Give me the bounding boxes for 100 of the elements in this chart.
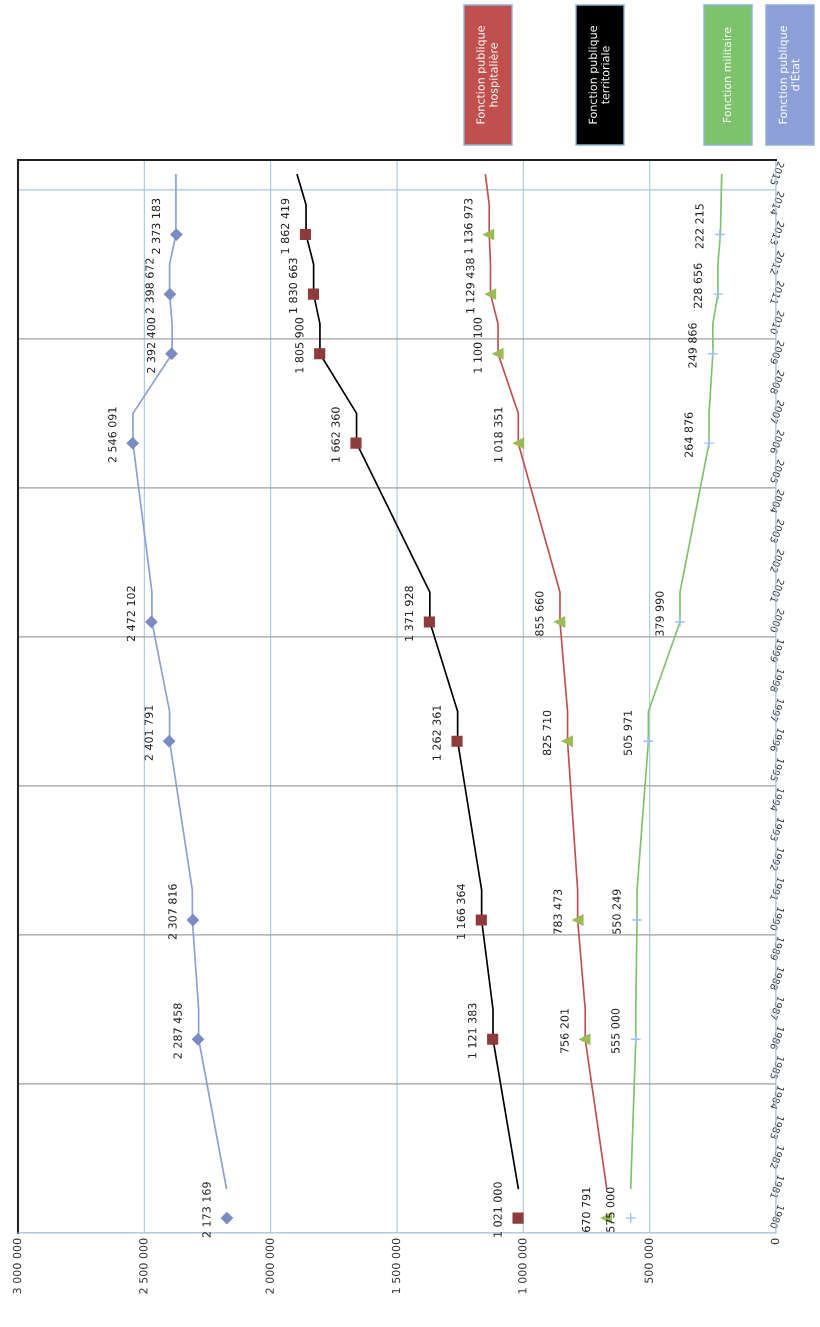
y-tick-label: 1987	[769, 996, 785, 1021]
point	[307, 288, 320, 300]
point	[674, 616, 686, 628]
y-tick-label: 2004	[769, 489, 785, 514]
data-label: 2 392 400	[146, 317, 156, 373]
point	[163, 288, 177, 301]
data-label: 1 021 000	[493, 1182, 502, 1237]
y-tick-label: 1998	[769, 668, 785, 693]
data-label: 1 100 100	[473, 317, 482, 373]
data-label: 1 121 383	[468, 1003, 477, 1058]
point	[703, 437, 715, 449]
point	[554, 616, 566, 628]
data-label: 2 401 791	[144, 705, 153, 761]
point	[707, 348, 719, 360]
data-label: 2 373 183	[151, 198, 161, 254]
data-label: 1 018 351	[494, 407, 503, 462]
data-label: 1 371 928	[404, 586, 414, 641]
data-label: 2 398 672	[145, 258, 154, 314]
text: Fonction publique d'État	[778, 26, 800, 124]
data-label: 783 473	[553, 889, 562, 934]
point	[170, 228, 183, 241]
point	[513, 437, 525, 449]
point	[186, 913, 199, 927]
text: Fonction publique territoriale	[588, 26, 610, 124]
point	[579, 1033, 591, 1045]
point	[714, 228, 726, 241]
y-tick-label: 1999	[769, 638, 785, 663]
data-label: 249 866	[688, 323, 697, 368]
data-label: 1 805 900	[295, 317, 304, 373]
y-tick-label: 1996	[769, 728, 785, 753]
y-tick-label: 1991	[769, 877, 785, 901]
data-label: 575 000	[606, 1187, 615, 1232]
point	[163, 735, 176, 748]
y-tick-label: 1992	[769, 847, 785, 872]
data-label: 1 166 364	[456, 884, 466, 939]
y-tick-label: 2013	[769, 220, 785, 246]
point	[475, 914, 487, 926]
x-tick-label: 3 000 000	[12, 1238, 22, 1294]
point	[712, 288, 724, 300]
point	[451, 735, 463, 747]
data-label: 1 862 419	[280, 198, 290, 254]
point	[625, 1212, 637, 1224]
y-tick-label: 1990	[769, 906, 785, 931]
y-tick-label: 1985	[769, 1055, 785, 1080]
point	[572, 914, 584, 926]
y-tick-label: 1988	[769, 966, 785, 991]
point	[630, 1033, 642, 1045]
data-label: 1 129 438	[466, 258, 475, 313]
data-label: 2 287 458	[173, 1003, 182, 1059]
data-label: 379 990	[655, 591, 664, 636]
y-tick-label: 1995	[769, 757, 785, 782]
point	[561, 735, 573, 747]
y-tick-label: 2003	[769, 519, 785, 544]
data-label: 855 660	[535, 591, 544, 636]
point	[165, 347, 178, 360]
data-label: 1 662 360	[331, 407, 340, 462]
y-tick-label: 1997	[769, 698, 785, 723]
y-tick-label: 1994	[769, 787, 785, 812]
y-tick-label: 2014	[769, 191, 785, 216]
x-tick-label: 1 500 000	[391, 1238, 401, 1294]
data-label: 1 830 663	[288, 258, 298, 313]
point	[126, 437, 139, 450]
y-tick-label: 2005	[769, 459, 785, 484]
y-tick-label: 1981	[769, 1175, 785, 1200]
data-label: 2 472 102	[126, 586, 136, 642]
point	[512, 1212, 524, 1224]
y-tick-label: 1989	[769, 936, 785, 961]
y-tick-label: 1983	[769, 1115, 785, 1140]
data-label: 264 876	[684, 412, 693, 457]
x-tick-label: 2 000 000	[265, 1238, 274, 1294]
x-tick-label: 2 500 000	[139, 1238, 148, 1294]
point	[631, 914, 643, 926]
point	[492, 348, 504, 360]
data-label: 228 656	[693, 263, 703, 308]
data-label: 670 791	[581, 1187, 591, 1232]
y-tick-label: 1984	[769, 1085, 785, 1110]
y-tick-label: 2008	[769, 370, 785, 395]
y-tick-label: 2015	[769, 161, 785, 186]
point	[145, 615, 158, 629]
data-label: 2 307 816	[168, 884, 177, 940]
x-tick-label: 1 000 000	[518, 1238, 527, 1294]
data-label: 550 249	[612, 889, 621, 934]
y-tick-label: 1993	[769, 817, 785, 842]
y-tick-label: 1980	[769, 1204, 785, 1230]
y-tick-label: 2009	[769, 340, 785, 365]
data-label: 1 136 973	[464, 198, 473, 254]
text: Fonction publique hospitalière	[476, 26, 500, 124]
y-tick-label: 2002	[769, 548, 785, 574]
data-label: 2 173 169	[202, 1182, 211, 1238]
y-tick-label: 2006	[769, 429, 785, 455]
data-label: 222 215	[695, 204, 704, 249]
y-tick-label: 2011	[769, 280, 785, 305]
y-tick-label: 2000	[769, 608, 785, 633]
point	[220, 1212, 234, 1225]
data-label: 2 546 091	[108, 407, 117, 463]
point	[642, 735, 654, 747]
y-tick-label: 2007	[769, 399, 785, 425]
data-label: 505 971	[623, 710, 632, 755]
y-tick-label: 1982	[769, 1145, 785, 1170]
y-tick-label: 2012	[769, 250, 785, 275]
